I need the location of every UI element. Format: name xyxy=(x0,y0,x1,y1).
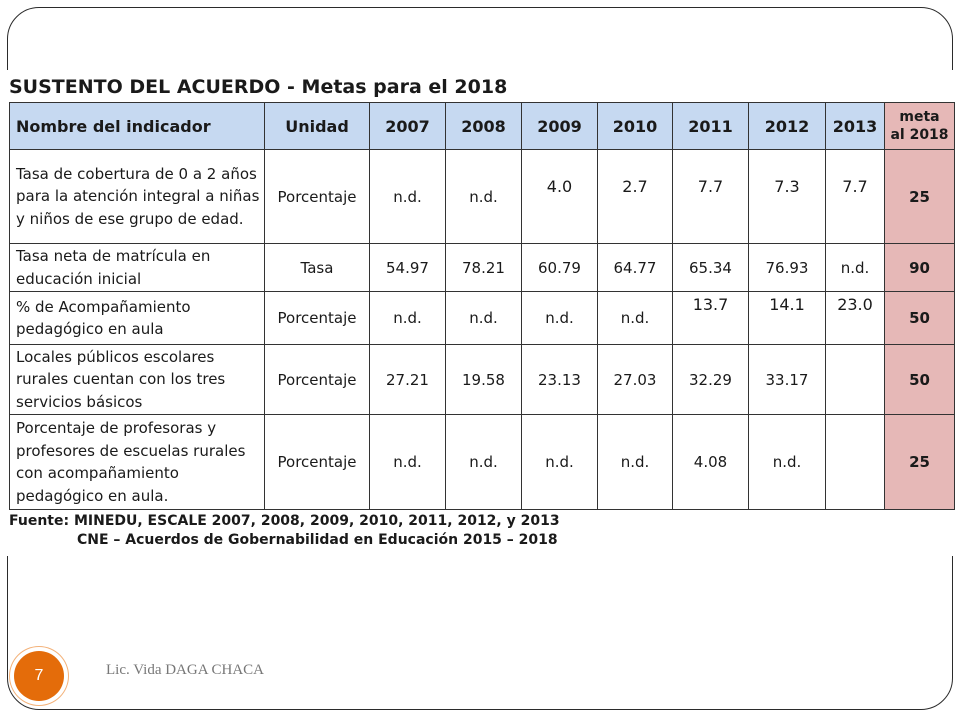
value-cell: n.d. xyxy=(748,414,826,510)
value-cell: 27.03 xyxy=(597,344,673,415)
header-year: 2010 xyxy=(597,102,673,150)
unit-cell: Tasa xyxy=(264,243,370,292)
table-row: Tasa de cobertura de 0 a 2 años para la … xyxy=(9,149,955,244)
value-cell: 13.7 xyxy=(672,291,749,345)
value-cell: n.d. xyxy=(445,414,522,510)
value-cell: 65.34 xyxy=(672,243,749,292)
unit-cell: Porcentaje xyxy=(264,414,370,510)
value-cell: n.d. xyxy=(825,243,885,292)
value-cell: n.d. xyxy=(369,414,446,510)
header-year: 2013 xyxy=(825,102,885,150)
unit-cell: Porcentaje xyxy=(264,344,370,415)
header-year: 2007 xyxy=(369,102,446,150)
indicator-name: Tasa neta de matrícula en educación inic… xyxy=(9,243,265,292)
value-cell: 7.3 xyxy=(748,149,826,244)
header-year: 2009 xyxy=(521,102,598,150)
value-cell: 23.13 xyxy=(521,344,598,415)
value-cell: 2.7 xyxy=(597,149,673,244)
unit-cell: Porcentaje xyxy=(264,149,370,244)
indicator-name: Porcentaje de profesoras y profesores de… xyxy=(9,414,265,510)
value-cell: 4.08 xyxy=(672,414,749,510)
table-header-row: Nombre del indicador Unidad 2007 2008 20… xyxy=(9,102,955,150)
value-cell: n.d. xyxy=(597,291,673,345)
value-cell: 23.0 xyxy=(825,291,885,345)
value-cell: 60.79 xyxy=(521,243,598,292)
value-cell: 76.93 xyxy=(748,243,826,292)
indicator-name: % de Acompañamiento pedagógico en aula xyxy=(9,291,265,345)
source-note: Fuente: MINEDU, ESCALE 2007, 2008, 2009,… xyxy=(9,512,560,550)
table-row: Porcentaje de profesoras y profesores de… xyxy=(9,414,955,510)
header-indicator: Nombre del indicador xyxy=(9,102,265,150)
indicator-name: Tasa de cobertura de 0 a 2 años para la … xyxy=(9,149,265,244)
value-cell: 14.1 xyxy=(748,291,826,345)
slide-content: SUSTENTO DEL ACUERDO - Metas para el 201… xyxy=(6,70,955,556)
meta-cell: 90 xyxy=(884,243,955,292)
footer-author: Lic. Vida DAGA CHACA xyxy=(106,662,264,678)
value-cell: n.d. xyxy=(445,291,522,345)
slide-title: SUSTENTO DEL ACUERDO - Metas para el 201… xyxy=(9,76,508,98)
value-cell: n.d. xyxy=(369,291,446,345)
header-year: 2012 xyxy=(748,102,826,150)
value-cell: 54.97 xyxy=(369,243,446,292)
meta-cell: 50 xyxy=(884,344,955,415)
value-cell: 32.29 xyxy=(672,344,749,415)
value-cell: 19.58 xyxy=(445,344,522,415)
unit-cell: Porcentaje xyxy=(264,291,370,345)
header-meta: meta al 2018 xyxy=(884,102,955,150)
indicators-table: Nombre del indicador Unidad 2007 2008 20… xyxy=(9,102,955,510)
indicator-name: Locales públicos escolares rurales cuent… xyxy=(9,344,265,415)
meta-cell: 50 xyxy=(884,291,955,345)
value-cell xyxy=(825,344,885,415)
header-year: 2011 xyxy=(672,102,749,150)
value-cell: n.d. xyxy=(369,149,446,244)
value-cell: n.d. xyxy=(521,291,598,345)
header-meta-line1: meta xyxy=(899,109,940,125)
table-row: Tasa neta de matrícula en educación inic… xyxy=(9,243,955,292)
source-line-1: Fuente: MINEDU, ESCALE 2007, 2008, 2009,… xyxy=(9,513,560,529)
value-cell xyxy=(825,414,885,510)
header-meta-line2: al 2018 xyxy=(890,127,949,143)
value-cell: 4.0 xyxy=(521,149,598,244)
value-cell: 7.7 xyxy=(672,149,749,244)
value-cell: 27.21 xyxy=(369,344,446,415)
header-year: 2008 xyxy=(445,102,522,150)
table-row: Locales públicos escolares rurales cuent… xyxy=(9,344,955,415)
meta-cell: 25 xyxy=(884,149,955,244)
value-cell: n.d. xyxy=(521,414,598,510)
meta-cell: 25 xyxy=(884,414,955,510)
page-number-badge: 7 xyxy=(14,651,64,701)
value-cell: 33.17 xyxy=(748,344,826,415)
value-cell: 7.7 xyxy=(825,149,885,244)
value-cell: 78.21 xyxy=(445,243,522,292)
value-cell: n.d. xyxy=(597,414,673,510)
value-cell: n.d. xyxy=(445,149,522,244)
table-row: % de Acompañamiento pedagógico en aula P… xyxy=(9,291,955,345)
source-line-2: CNE – Acuerdos de Gobernabilidad en Educ… xyxy=(77,532,558,548)
header-unit: Unidad xyxy=(264,102,370,150)
value-cell: 64.77 xyxy=(597,243,673,292)
